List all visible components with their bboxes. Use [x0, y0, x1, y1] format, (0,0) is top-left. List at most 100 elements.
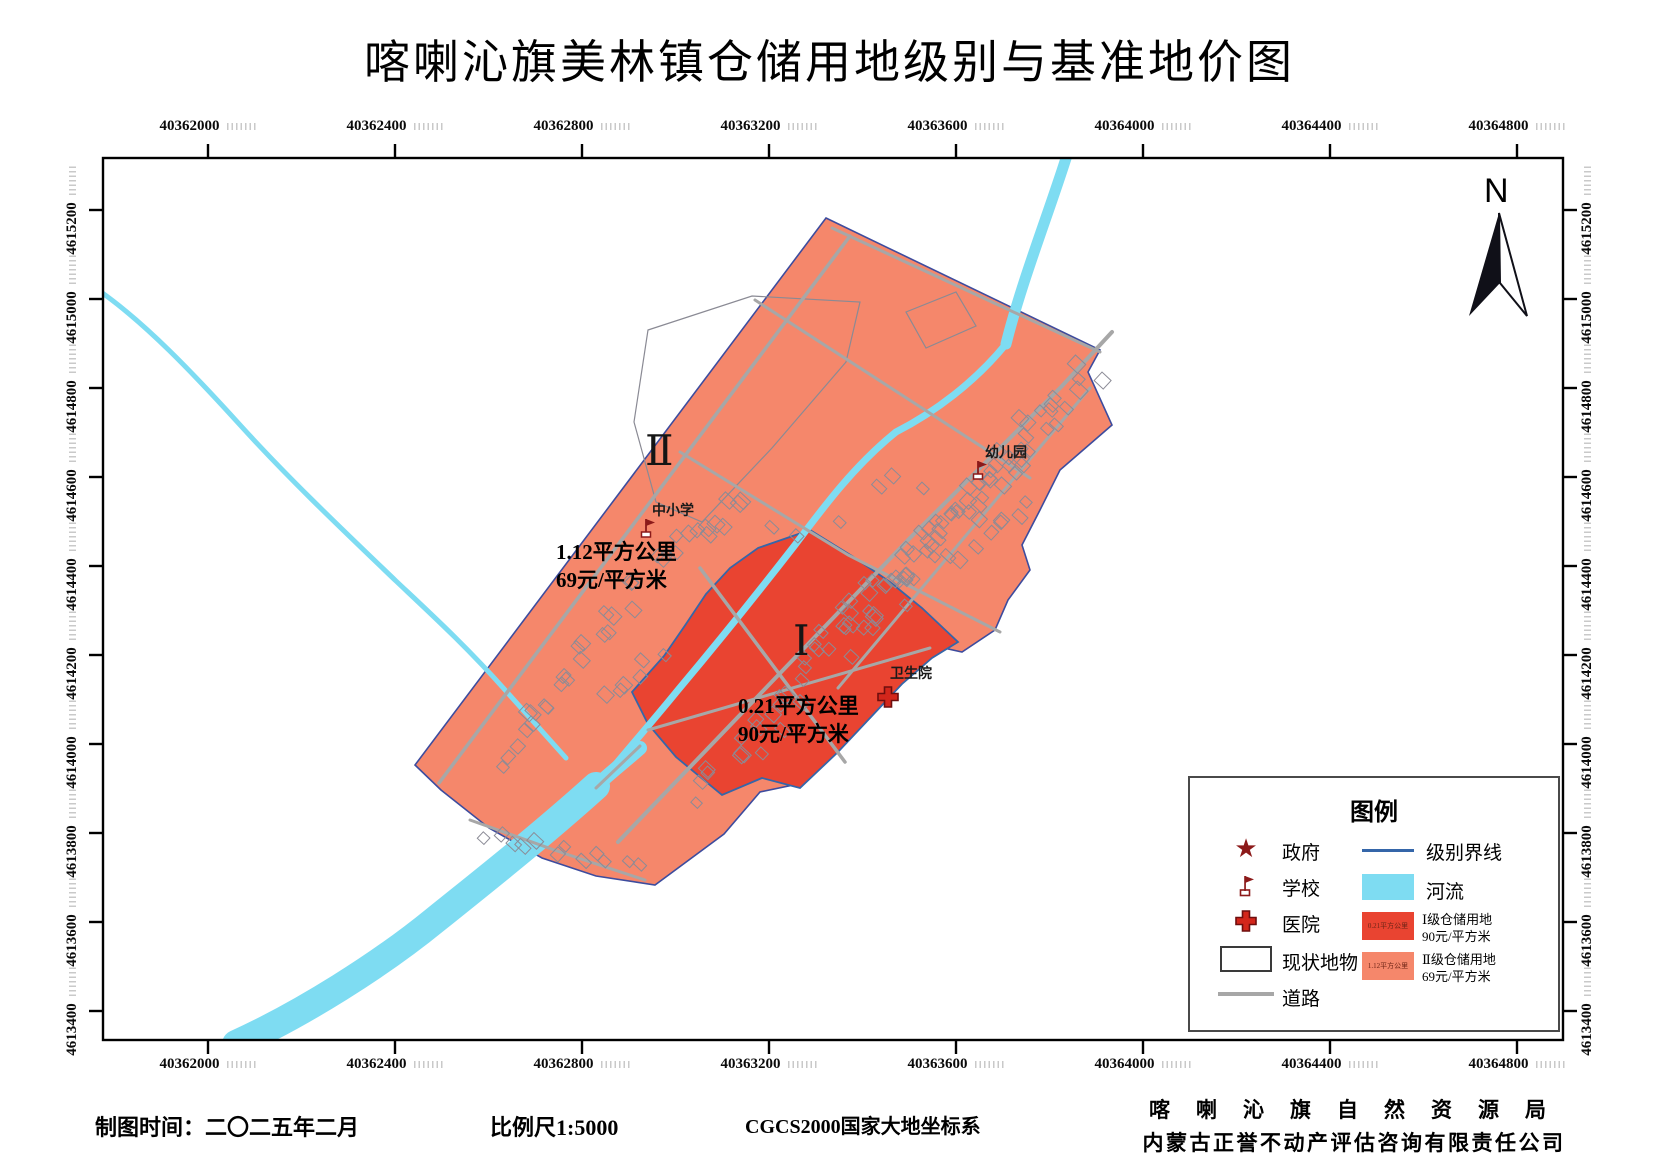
building-outline — [797, 660, 813, 675]
x-axis-label-bottom: 40364400 — [1260, 1056, 1400, 1073]
building-outline — [649, 548, 666, 564]
minor-grid-deco — [1584, 610, 1592, 641]
building-outline — [764, 705, 783, 724]
zone-i-polygon — [630, 529, 960, 797]
y-axis-label-left: 4615200 — [64, 165, 86, 255]
footer-agency-line1: 喀喇沁旗自然资源局 — [1149, 1098, 1572, 1122]
building-outline — [1093, 371, 1112, 390]
minor-grid-deco — [69, 877, 77, 908]
building-outline — [697, 760, 716, 779]
road — [616, 330, 1114, 844]
y-axis-label-right: 4614400 — [1579, 521, 1601, 611]
building-outline — [749, 719, 768, 737]
legend-label-boundary: 级别界线 — [1426, 843, 1503, 864]
building-outline — [657, 647, 672, 663]
zone-i-price: 90元/平方米 — [738, 722, 849, 746]
building-outline — [934, 514, 950, 530]
building-outline — [821, 641, 837, 657]
building-outline — [796, 650, 813, 666]
building-outline — [692, 774, 709, 791]
minor-grid-deco — [974, 123, 1005, 131]
building-outline — [970, 510, 989, 529]
x-axis-label-bottom: 40363600 — [886, 1056, 1026, 1073]
minor-grid-deco — [1348, 123, 1379, 131]
y-axis-label-left: 4614000 — [64, 699, 86, 789]
building-outline — [792, 693, 811, 712]
building-outline — [865, 573, 880, 588]
building-outline — [841, 592, 859, 610]
x-axis-label-bottom: 40364800 — [1447, 1056, 1587, 1073]
zone-ii-price: 69元/平方米 — [556, 568, 667, 592]
building-outline — [840, 603, 860, 622]
building-outline — [600, 624, 617, 641]
building-outline — [838, 621, 852, 636]
minor-grid-deco — [1535, 123, 1566, 131]
zone1-swatch: 0.21平方公里 — [1362, 912, 1414, 940]
map-layers — [103, 158, 1114, 1040]
zone-ii-note: 1.12平方公里 69元/平方米 — [556, 538, 677, 594]
building-outline — [834, 600, 850, 615]
footer-date: 制图时间：二〇二五年二月 — [95, 1115, 360, 1140]
building-outline — [1020, 443, 1036, 458]
map-frame — [101, 156, 1565, 1042]
building-outline — [595, 626, 612, 644]
building-outline — [602, 606, 623, 626]
building-outline — [714, 517, 733, 536]
building-outline — [969, 496, 988, 514]
x-axis-label-top: 40363200 — [699, 118, 839, 135]
building-outline — [539, 699, 555, 715]
building-outline — [699, 525, 718, 544]
building-outline — [555, 667, 572, 685]
building-outline — [813, 623, 829, 640]
poi-label-school: 中小学 — [652, 502, 694, 518]
building-outline — [1011, 507, 1029, 526]
legend-title: 图例 — [1350, 800, 1398, 826]
building-outline — [509, 738, 527, 755]
building-outline — [928, 513, 943, 528]
minor-grid-deco — [1584, 521, 1592, 552]
building-outline — [1000, 449, 1017, 466]
y-axis-label-right: 4614000 — [1579, 699, 1601, 789]
building-outline — [870, 478, 888, 495]
school-flag-icon — [640, 519, 655, 538]
legend-label-zone2: Ⅱ级仓储用地 69元/平方米 — [1422, 952, 1496, 984]
building-outline — [794, 672, 810, 688]
minor-grid-deco — [226, 123, 257, 131]
building-outline — [923, 537, 940, 555]
building-outline — [549, 846, 567, 863]
y-axis-label-left: 4614400 — [64, 521, 86, 611]
river — [1000, 158, 1072, 350]
building-outline — [892, 572, 908, 589]
star-icon: ★ — [1234, 834, 1258, 863]
zone-i-note: 0.21平方公里 90元/平方米 — [738, 692, 859, 748]
building-outline — [632, 668, 649, 685]
minor-grid-deco — [1348, 1061, 1379, 1069]
north-arrow-left-half — [1469, 213, 1500, 316]
north-arrow-right-half — [1498, 212, 1528, 317]
building-outline — [992, 511, 1011, 530]
minor-grid-deco — [600, 1061, 631, 1069]
minor-grid-deco — [69, 343, 77, 374]
minor-grid-deco — [1584, 966, 1592, 997]
building-outline — [1058, 400, 1075, 416]
legend-box: 图例 ★ 政府 学校 医院 现状地物 道路 级别界线 河流 0.21平方公里 Ⅰ… — [1188, 776, 1560, 1032]
building-outline — [835, 616, 853, 635]
minor-grid-deco — [1584, 788, 1592, 819]
zone2-swatch-text: 1.12平方公里 — [1367, 961, 1409, 970]
building-outline — [632, 857, 648, 872]
river — [222, 772, 610, 1040]
x-axis-label-bottom: 40362400 — [325, 1056, 465, 1073]
building-outline — [654, 550, 673, 569]
zone2-swatch: 1.12平方公里 — [1362, 952, 1414, 980]
minor-grid-deco — [413, 123, 444, 131]
building-outline — [864, 608, 884, 628]
building-outline — [1039, 421, 1055, 437]
minor-grid-deco — [974, 1061, 1005, 1069]
minor-grid-deco — [69, 610, 77, 641]
building-outline — [690, 796, 704, 810]
y-axis-label-left: 4614600 — [64, 432, 86, 522]
building-outline — [896, 566, 916, 586]
legend-label-school: 学校 — [1282, 879, 1321, 900]
field-outline — [905, 291, 977, 349]
